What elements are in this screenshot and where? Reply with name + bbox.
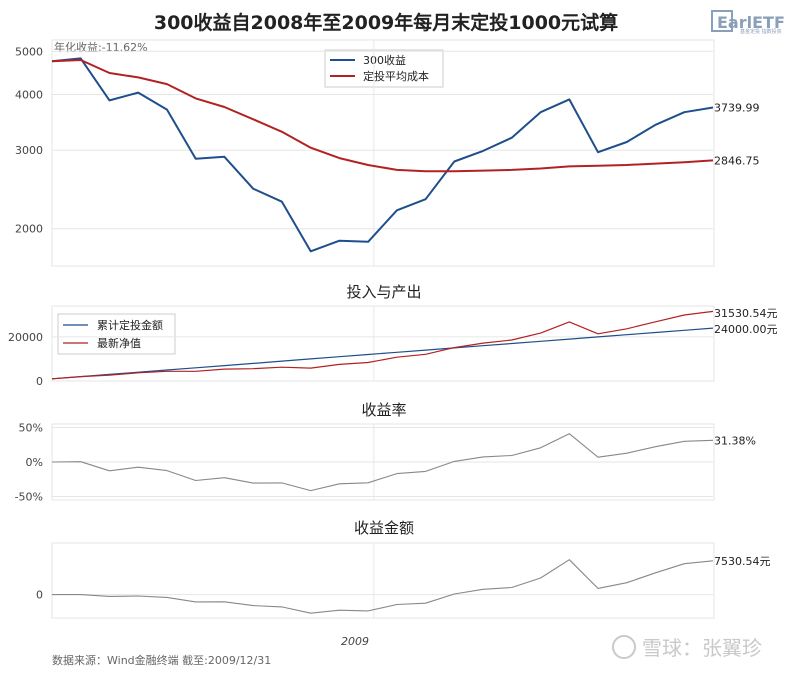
main-end-label-0: 3739.99 (714, 102, 760, 115)
main-series-1-line (51, 59, 714, 173)
earletf-logo: EarlETF 基金定投 指数投资 (711, 10, 785, 35)
amount-series-0-line (52, 559, 714, 614)
main-y-tick-label: 2000 (15, 223, 43, 236)
invest-legend: 累计定投金额 最新净值 (57, 313, 176, 355)
logo-text: EarlETF (717, 13, 785, 32)
amount-y-tick-label: 0 (36, 589, 43, 602)
amount-panel-frame (51, 542, 715, 619)
invest-y-tick-label: 20000 (8, 331, 43, 344)
main-y-tick-label: 5000 (15, 45, 43, 58)
invest-y-tick-label: 0 (36, 375, 43, 388)
main-y-tick-label: 4000 (15, 89, 43, 102)
invest-end-label-1: 31530.54元 (714, 307, 778, 320)
legend-label-value: 最新净值 (97, 336, 141, 350)
rate-end-label-0: 31.38% (714, 434, 756, 447)
invest-end-label-0: 24000.00元 (714, 323, 778, 336)
legend-label-invested: 累计定投金额 (97, 318, 163, 332)
legend-label-cost: 定投平均成本 (363, 69, 429, 83)
xueqiu-watermark: 雪球：张翼珍 (612, 635, 762, 660)
invest-series-1-line (51, 310, 714, 380)
watermark-text: 雪球：张翼珍 (642, 636, 762, 660)
amount-end-label-0: 7530.54元 (714, 555, 771, 568)
rate-y-tick-label: 0% (26, 456, 43, 469)
legend-label-index: 300收益 (363, 53, 406, 67)
main-series-0-line (51, 57, 714, 253)
main-end-label-1: 2846.75 (714, 154, 760, 167)
rate-y-tick-label: -50% (15, 491, 43, 504)
logo-subtext: 基金定投 指数投资 (740, 28, 782, 35)
x-tick-2009: 2009 (341, 635, 369, 648)
main-legend-box (324, 49, 444, 88)
invest-legend-box (57, 313, 176, 355)
main-panel-frame (51, 39, 715, 267)
rate-series-0-line (51, 433, 714, 492)
invest-panel-title: 投入与产出 (346, 283, 421, 301)
source-note: 数据来源：Wind金融终端 截至:2009/12/31 (52, 653, 271, 667)
invest-series-0-line (51, 327, 714, 380)
chart-title: 300收益自2008年至2009年每月末定投1000元试算 (154, 11, 618, 34)
rate-y-tick-label: 50% (19, 421, 43, 434)
label-layer: 2000 3000 4000 5000 3739.99 2846.75 0 20000 2400… (8, 45, 778, 601)
main-legend: 300收益 定投平均成本 (324, 49, 444, 88)
amount-panel-title: 收益金额 (354, 519, 414, 537)
rate-panel-title: 收益率 (361, 401, 406, 419)
main-y-tick-label: 3000 (15, 144, 43, 157)
series-layer (51, 57, 714, 614)
logo-mark (711, 10, 733, 32)
annualized-return-note: 年化收益:-11.62% (54, 40, 148, 54)
watermark-icon (612, 635, 636, 659)
